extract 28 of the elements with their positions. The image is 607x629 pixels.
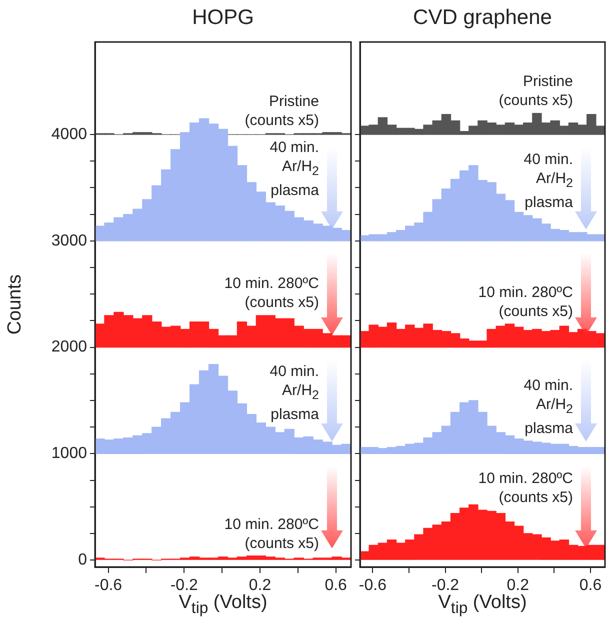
series-label: 10 min. 280ºC (counts x5) <box>224 274 319 312</box>
x-tick-label: 0.6 <box>579 577 602 594</box>
x-tick-label: -0.6 <box>358 577 387 594</box>
x-axis-title: V$_{tip}$ (Volts) <box>178 592 268 617</box>
series-label: 40 min. Ar/H$_{2}$ plasma <box>270 362 319 424</box>
y-tick-label: 3000 <box>51 232 88 250</box>
x-axis-title: V$_{tip}$ (Volts) <box>438 592 527 617</box>
y-tick-label: 4000 <box>51 126 88 143</box>
x-tick-label: -0.2 <box>432 577 460 594</box>
y-axis-title: Counts <box>4 274 26 335</box>
y-tick-label: 2000 <box>51 338 88 356</box>
chart-title: HOPG <box>191 6 255 30</box>
series-label: Pristine (counts x5) <box>244 92 319 130</box>
x-tick-label: 0.6 <box>324 577 348 594</box>
series-label: 10 min. 280ºC (counts x5) <box>478 469 573 508</box>
series-label: Pristine (counts x5) <box>498 72 573 110</box>
series-label: 10 min. 280ºC (counts x5) <box>224 514 319 553</box>
series-label: 40 min. Ar/H$_{2}$ plasma <box>524 150 573 212</box>
x-tick-label: -0.2 <box>170 577 198 594</box>
x-tick-label: -0.6 <box>94 577 122 594</box>
series-label: 10 min. 280ºC (counts x5) <box>478 282 573 321</box>
series-label: 40 min. Ar/H$_{2}$ plasma <box>524 376 573 438</box>
x-tick-label: 0.2 <box>506 577 530 594</box>
x-tick-label: 0.2 <box>248 577 272 594</box>
series-label: 40 min. Ar/H$_{2}$ plasma <box>270 138 319 200</box>
chart-title: CVD graphene <box>412 6 553 30</box>
y-tick-label: 1000 <box>51 445 88 462</box>
y-tick-label: 0 <box>78 551 88 568</box>
